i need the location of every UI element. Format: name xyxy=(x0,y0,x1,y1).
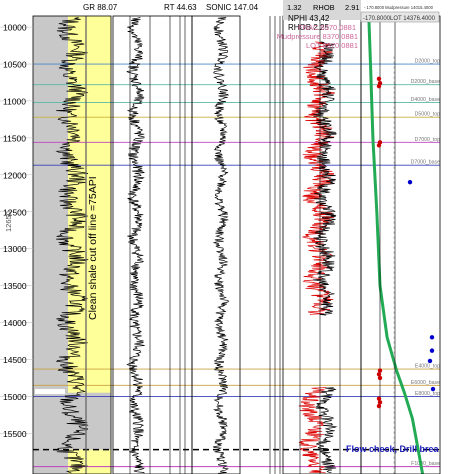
mudpressure-label: Mudpressure 8370.0881 xyxy=(277,32,358,41)
track-backgrounds xyxy=(33,16,111,474)
depth-axis-label: 12650 xyxy=(4,211,13,232)
formation-top-label: D4000_base xyxy=(411,97,441,103)
depth-tick-label: 12500 xyxy=(3,207,27,217)
formation-top-label: E6000_base xyxy=(411,380,440,386)
scale-rhob-label: RHOB xyxy=(313,3,335,12)
depth-tick-label: 10500 xyxy=(3,60,27,70)
depth-tick-label: 11000 xyxy=(3,96,26,106)
shale-cutoff-annotation: Clean shale cut off line =75API xyxy=(87,176,99,320)
formation-top-label: E8000_top xyxy=(415,391,440,397)
pressure-point-red xyxy=(376,403,382,409)
pressure-point-red xyxy=(377,400,383,405)
formation-top-lines: D2000_top D2000_base D4000_base D5000_top D7… xyxy=(33,59,441,467)
formation-top-label: F1000_base xyxy=(411,461,440,467)
depth-tick-label: 14000 xyxy=(3,318,27,328)
pressure-point-red xyxy=(376,396,382,401)
depth-tick-label: 13000 xyxy=(3,244,27,254)
pressure-point-red xyxy=(377,368,383,373)
mud-weight-curve xyxy=(367,19,425,474)
nphi-curve xyxy=(302,41,335,316)
gr-header: GR 88.07 xyxy=(83,3,118,12)
scale-left-label: 1.32 xyxy=(287,3,302,12)
pressure-point-red xyxy=(376,143,382,148)
formation-top-label: D7000_base xyxy=(411,160,441,166)
formation-top-label: D2000_top xyxy=(415,59,440,65)
depth-tick-label: 13500 xyxy=(3,281,27,291)
neutron-density-header-bg xyxy=(283,0,361,20)
sonic-curve xyxy=(212,17,230,474)
track-frame xyxy=(32,15,112,474)
depth-tick-label: 11500 xyxy=(3,133,26,143)
formation-top-label: D7000_top xyxy=(415,137,440,143)
pressure-point-blue xyxy=(427,358,433,364)
formation-top-label: E4000_top xyxy=(415,364,440,370)
nphi-lower-curve xyxy=(298,387,327,474)
track-frame xyxy=(191,15,241,474)
frac-label: FRAC 8370.0881 xyxy=(298,23,356,32)
depth-axis: 10000 10500 11000 11500 12000 12500 13000 13500… xyxy=(0,23,33,439)
flow-check-annotation: Flow check, Drill brea xyxy=(346,444,440,454)
pressure-point-red xyxy=(376,372,382,377)
pressure-point-blue xyxy=(429,348,435,353)
pressure-point-blue xyxy=(429,335,435,340)
rt-header: RT 44.63 xyxy=(164,3,197,12)
depth-tick-label: 10000 xyxy=(3,23,27,33)
pressure-header-1: - 170.8000 Mudpressure 14015.4000 xyxy=(364,5,434,10)
gr-lower-shale-fill xyxy=(33,392,111,450)
gr-gap xyxy=(35,389,65,395)
pressure-point-red xyxy=(376,83,382,89)
pressure-points xyxy=(376,76,436,409)
depth-tick-label: 15500 xyxy=(3,429,27,439)
rt-curve xyxy=(126,17,145,474)
lot-label: LOT 8370.0881 xyxy=(306,41,358,50)
formation-top-label: D5000_top xyxy=(415,112,440,118)
pressure-point-red xyxy=(376,76,382,81)
depth-tick-label: 15000 xyxy=(3,392,27,402)
rhob-header: RHOB 2.25 xyxy=(288,23,329,32)
rhob-curve xyxy=(312,41,337,316)
pressure-point-blue xyxy=(407,180,413,185)
formation-top-label: D2000_base xyxy=(411,79,441,85)
nphi-header: NPHI 43.42 xyxy=(288,14,330,23)
pressure-point-red xyxy=(377,375,383,381)
depth-tick-label: 14500 xyxy=(3,355,27,365)
pressure-point-blue xyxy=(430,386,436,392)
gr-curve xyxy=(55,17,89,474)
depth-tick-label: 12000 xyxy=(3,170,27,180)
sonic-header: SONIC 147.04 xyxy=(206,3,259,12)
lot-header-box xyxy=(360,11,440,23)
log-curves xyxy=(55,16,425,474)
pressure-header-2: -170.8000LOT 14376.4000 xyxy=(363,16,436,22)
rhob-lower-curve xyxy=(315,387,338,474)
scale-right-label: 2.91 xyxy=(345,3,360,12)
